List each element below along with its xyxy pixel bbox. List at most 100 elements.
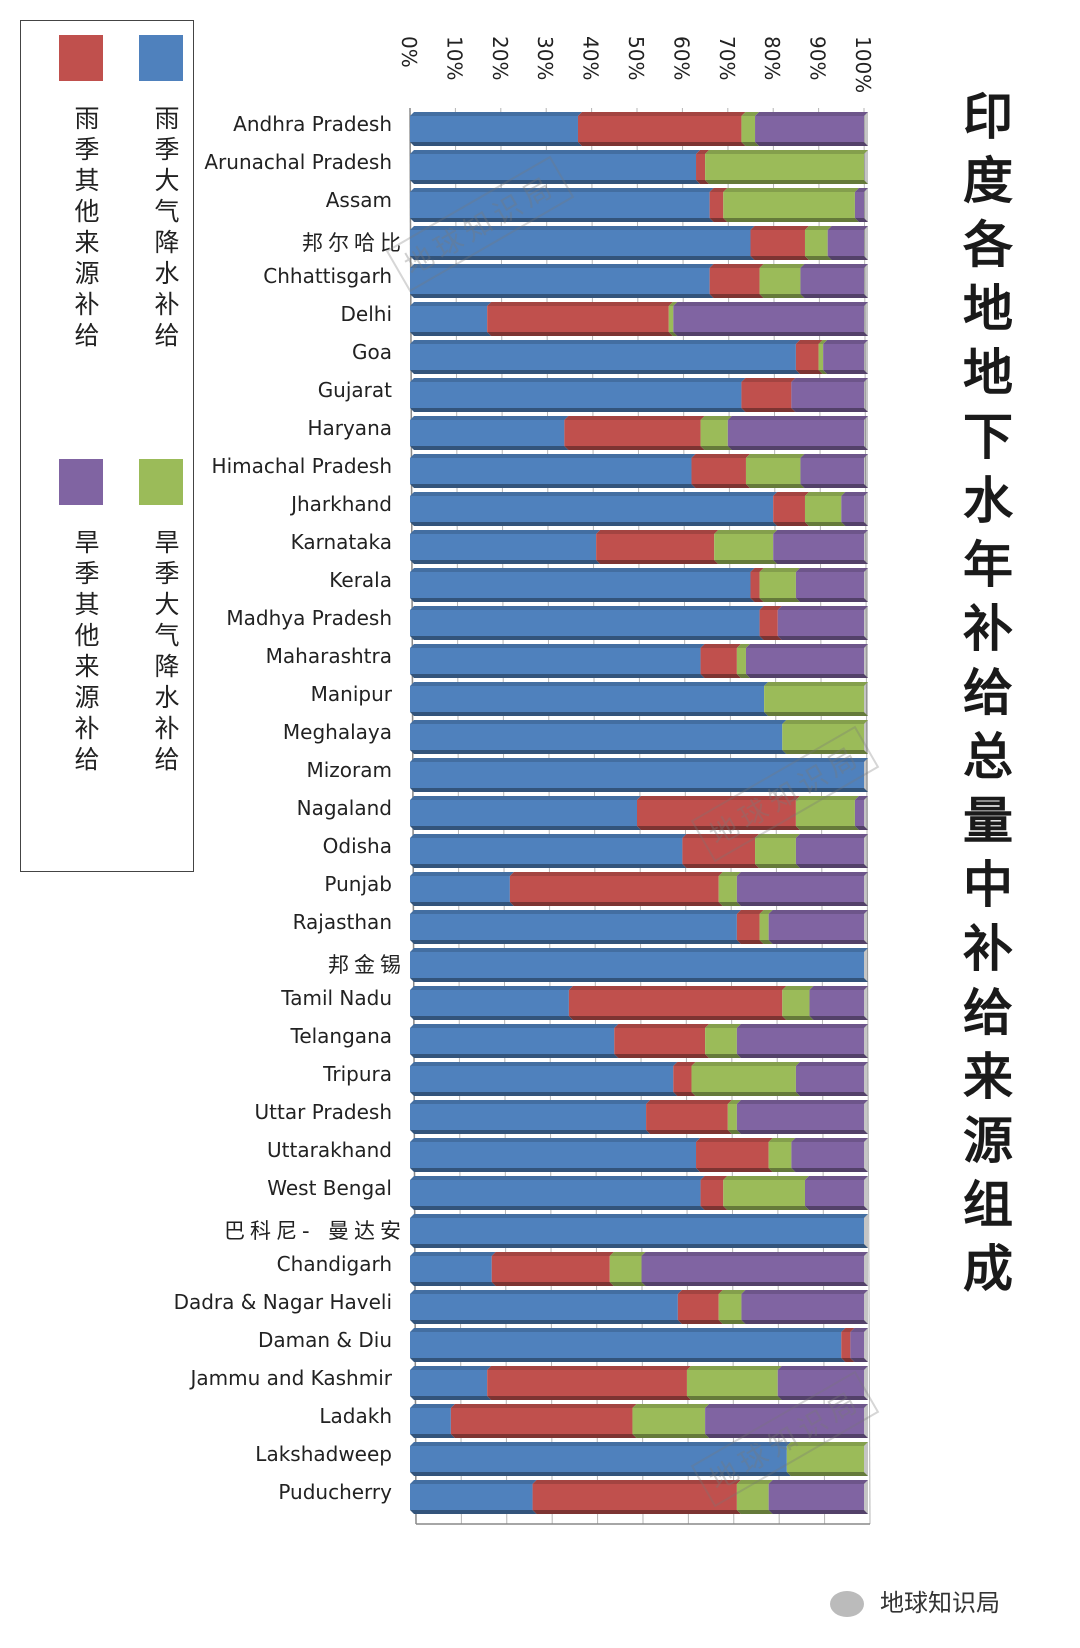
bar-segment-top [410, 530, 601, 534]
category-label: Meghalaya [283, 720, 392, 744]
bar-segment-shadow [673, 1092, 696, 1096]
bar-segment-shadow [410, 1320, 682, 1324]
bar-segment [800, 268, 864, 294]
bar-segment [727, 420, 864, 446]
bar-segment [823, 344, 864, 370]
bar-segment [764, 686, 864, 712]
bar-segment-top [632, 1404, 710, 1408]
bar-segment-shadow [691, 1092, 800, 1096]
bar-segment [705, 154, 864, 180]
bar-end-cap [864, 340, 868, 374]
bar-segment-top [750, 226, 809, 230]
bar-end-cap [864, 1062, 868, 1096]
bar-segment-shadow [410, 256, 755, 260]
bar-segment [714, 534, 774, 560]
bar-segment-shadow [568, 1016, 787, 1020]
bar-segment-top [410, 416, 569, 420]
bar-segment [782, 724, 864, 750]
bar-segment-shadow [709, 294, 764, 298]
bar-end-cap [864, 1100, 868, 1134]
bar-segment-top [823, 340, 868, 344]
bar-segment [791, 1142, 864, 1168]
bar-segment [410, 306, 488, 332]
bar-segment-top [841, 1328, 855, 1332]
bar-segment-shadow [509, 902, 723, 906]
bar-segment-top [532, 1480, 741, 1484]
bar-segment [841, 496, 864, 522]
bar-segment-shadow [791, 408, 868, 412]
bar-segment [705, 1028, 737, 1054]
bar-segment-shadow [410, 864, 687, 868]
bar-segment-top [736, 910, 764, 914]
bar-segment-top [410, 454, 696, 458]
bar-segment-shadow [809, 1016, 868, 1020]
bar-segment [410, 1142, 697, 1168]
bar-end-cap [864, 492, 868, 526]
bar-segment-top [410, 834, 687, 838]
bar-segment-shadow [736, 1130, 868, 1134]
bar-segment-top [410, 1100, 651, 1104]
bar-segment-top [410, 606, 764, 610]
bar-segment-top [410, 986, 573, 990]
bar-segment-top [410, 1176, 705, 1180]
bar-segment-shadow [850, 1358, 868, 1362]
bar-segment [410, 648, 701, 674]
bar-segment-top [759, 264, 805, 268]
bar-segment-top [609, 1252, 646, 1256]
bar-segment-top [800, 264, 868, 268]
bar-segment-shadow [410, 826, 641, 830]
bar-segment-top [491, 1252, 614, 1256]
bar-segment-top [568, 986, 787, 990]
bar-segment [723, 1180, 805, 1206]
bar-segment [410, 1180, 701, 1206]
bar-segment [759, 610, 778, 636]
bar-segment [637, 800, 796, 826]
bar-segment-top [410, 872, 514, 876]
bar-segment [818, 344, 824, 370]
bar-segment-shadow [682, 864, 760, 868]
bar-segment-shadow [745, 674, 868, 678]
bar-end-cap [864, 112, 868, 146]
bar-segment-shadow [745, 484, 805, 488]
bar-end-cap [864, 644, 868, 678]
bar-segment-top [791, 1138, 868, 1142]
bar-end-cap [864, 872, 868, 906]
bar-segment [410, 800, 637, 826]
bar-end-cap [864, 1480, 868, 1514]
bar-segment-shadow [686, 1396, 782, 1400]
bar-segment-top [691, 1062, 800, 1066]
bar-segment-top [410, 948, 868, 952]
bar-end-cap [864, 758, 868, 792]
bar-segment-shadow [804, 522, 846, 526]
bar-segment [686, 1370, 778, 1396]
bar-segment [410, 1066, 674, 1092]
bar-segment-top [804, 492, 846, 496]
category-label: Assam [326, 188, 392, 212]
bar-segment [755, 838, 796, 864]
bar-segment-shadow [804, 1206, 868, 1210]
bar-end-cap [864, 606, 868, 640]
bar-segment-shadow [741, 408, 796, 412]
bar-segment-shadow [841, 1358, 855, 1362]
bar-segment-shadow [487, 332, 673, 336]
bar-segment-top [795, 1062, 868, 1066]
bar-segment [854, 192, 864, 218]
wechat-icon [830, 1591, 865, 1617]
bar-segment-shadow [782, 1016, 814, 1020]
bar-segment [691, 458, 746, 484]
bar-segment-shadow [450, 1434, 637, 1438]
bar-segment [759, 268, 801, 294]
bar-segment-top [641, 1252, 868, 1256]
bar-segment-shadow [532, 1510, 741, 1514]
bar-segment [727, 1104, 737, 1130]
bar-segment-shadow [700, 674, 741, 678]
bar-segment-top [736, 1480, 773, 1484]
legend: 雨季大气降水补给 雨季其他来源补给 旱季大气降水补给 旱季其他来源补给 [20, 20, 194, 872]
bar-segment-shadow [854, 826, 868, 830]
bar-segment-top [750, 568, 764, 572]
bar-segment-shadow [741, 1320, 868, 1324]
bar-segment [410, 1332, 842, 1358]
bar-segment-top [773, 492, 809, 496]
bar-segment-shadow [410, 598, 755, 602]
bar-end-cap [864, 1252, 868, 1286]
